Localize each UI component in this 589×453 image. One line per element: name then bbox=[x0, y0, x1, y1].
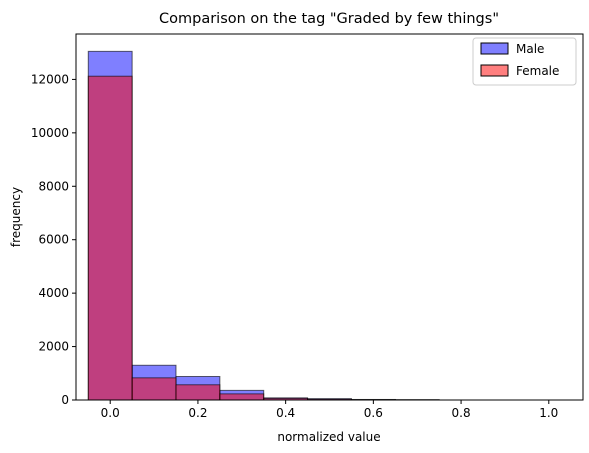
y-axis: 0 2000 4000 6000 8000 10000 12000 bbox=[31, 72, 76, 407]
y-tick-label: 4000 bbox=[38, 286, 69, 300]
legend-swatch-male bbox=[480, 42, 509, 55]
y-tick-label: 8000 bbox=[38, 179, 69, 193]
legend-swatch-female bbox=[480, 64, 509, 77]
x-tick-label: 0.4 bbox=[276, 406, 295, 420]
x-axis-label: normalized value bbox=[277, 430, 380, 444]
y-tick-label: 12000 bbox=[31, 72, 69, 86]
x-axis: 0.0 0.2 0.4 0.6 0.8 1.0 bbox=[101, 400, 558, 420]
plot-frame bbox=[75, 33, 584, 401]
y-tick-label: 10000 bbox=[31, 126, 69, 140]
y-tick-label: 2000 bbox=[38, 340, 69, 354]
x-tick-label: 0.0 bbox=[101, 406, 120, 420]
y-axis-label: frequency bbox=[9, 187, 23, 247]
bar-female-3 bbox=[219, 393, 265, 401]
bars-layer bbox=[87, 50, 440, 401]
legend-label-male: Male bbox=[516, 42, 544, 56]
y-tick-label: 6000 bbox=[38, 233, 69, 247]
bar-female-0 bbox=[87, 75, 133, 401]
x-tick-label: 0.8 bbox=[452, 406, 471, 420]
chart-title: Comparison on the tag "Graded by few thi… bbox=[159, 11, 499, 27]
bar-female-2 bbox=[175, 384, 221, 401]
bar-female-1 bbox=[131, 377, 177, 401]
x-tick-label: 0.6 bbox=[364, 406, 383, 420]
x-tick-label: 0.2 bbox=[188, 406, 207, 420]
legend-label-female: Female bbox=[516, 64, 559, 78]
x-tick-label: 1.0 bbox=[539, 406, 558, 420]
legend: Male Female bbox=[472, 37, 577, 86]
y-tick-label: 0 bbox=[61, 393, 69, 407]
